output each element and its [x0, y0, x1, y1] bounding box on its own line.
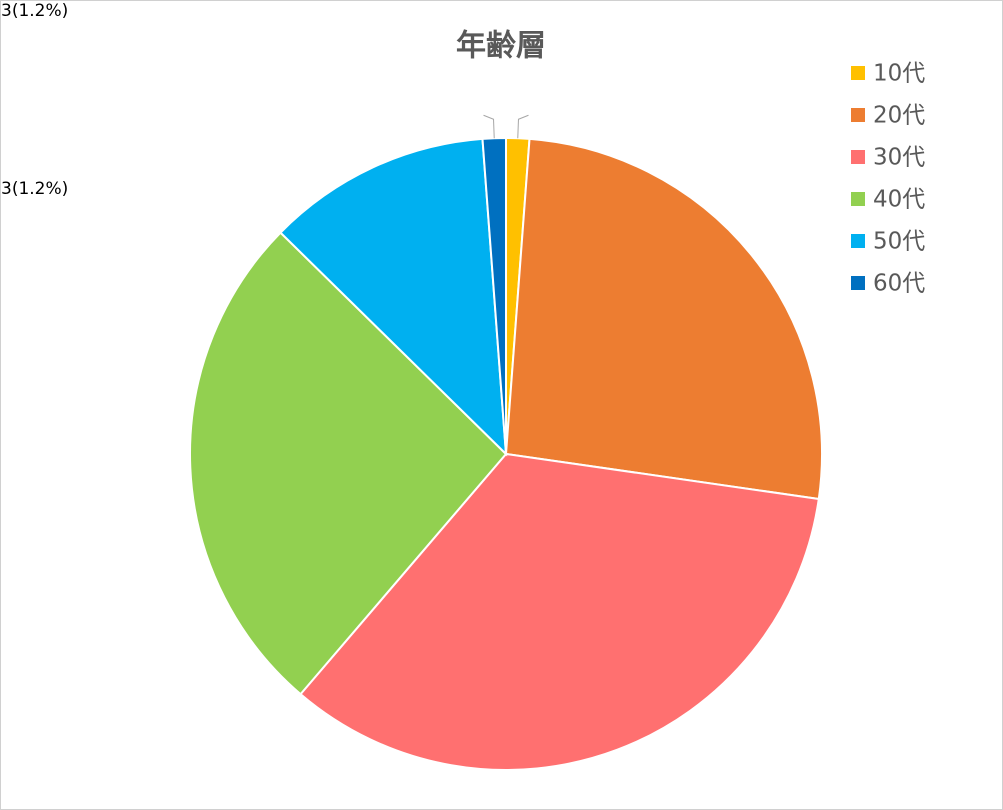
chart-title: 年齢層 [456, 29, 546, 64]
pie-slice [299, 452, 820, 771]
legend-swatch [851, 192, 865, 206]
pie-slice [189, 231, 508, 696]
data-label: 29 (11.5%) [1, 153, 129, 179]
data-label: 3(1.2%) [1, 179, 69, 199]
pie-slice [504, 137, 823, 501]
legend-label: 10代 [873, 61, 925, 87]
legend-swatch [851, 234, 865, 248]
legend-swatch [851, 108, 865, 122]
pie-slice [279, 137, 508, 457]
legend-label: 30代 [873, 145, 925, 171]
legend-swatch [851, 66, 865, 80]
legend-swatch [851, 276, 865, 290]
data-label: 3(1.2%) [1, 1, 69, 21]
data-label: 86(34.0%) [1, 65, 200, 109]
legend-label: 40代 [873, 187, 925, 213]
legend-label: 60代 [873, 271, 925, 297]
legend-swatch [851, 150, 865, 164]
leader-line [517, 114, 529, 139]
legend-label: 50代 [873, 229, 925, 255]
leader-line [483, 114, 495, 139]
data-label: 66(26.1%) [1, 109, 200, 153]
legend-label: 20代 [873, 103, 925, 129]
pie-slice [481, 136, 507, 455]
data-label: 66(26.1%) [1, 21, 200, 65]
